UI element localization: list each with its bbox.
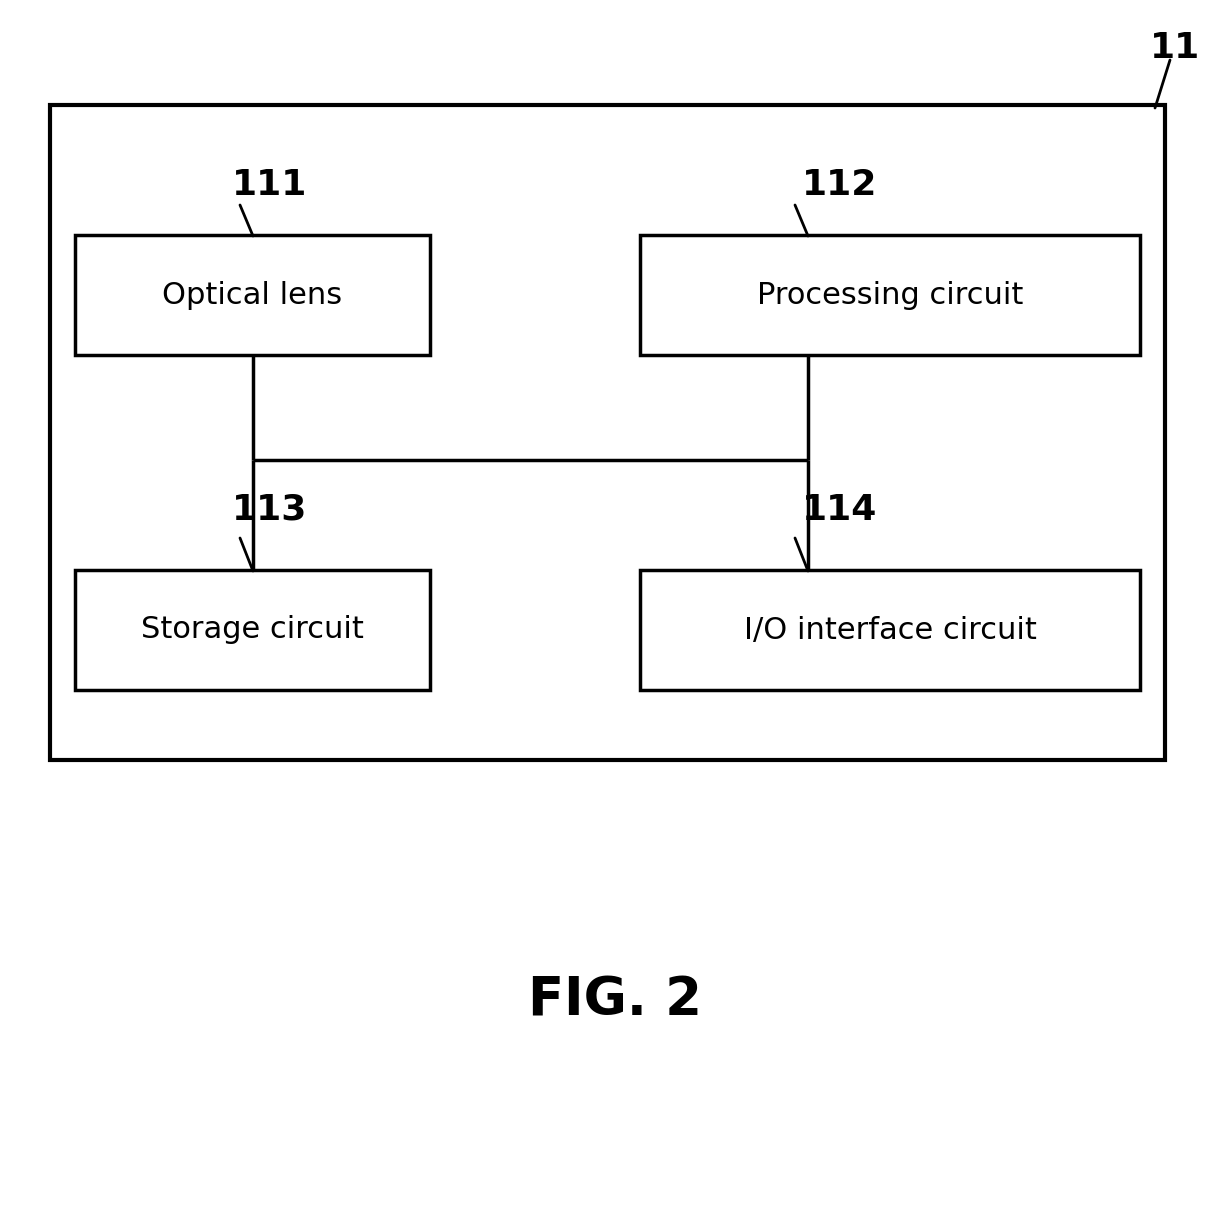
Text: Storage circuit: Storage circuit [142, 615, 364, 645]
Bar [640, 235, 1140, 355]
Text: FIG. 2: FIG. 2 [528, 974, 702, 1026]
Text: Optical lens: Optical lens [162, 280, 342, 310]
Text: 11: 11 [1150, 31, 1200, 65]
Text: 111: 111 [233, 169, 308, 202]
Bar [75, 569, 430, 690]
Text: 114: 114 [803, 493, 878, 526]
Text: Processing circuit: Processing circuit [757, 280, 1023, 310]
Bar [75, 235, 430, 355]
Bar [50, 105, 1165, 760]
Bar [640, 569, 1140, 690]
Text: 112: 112 [803, 169, 878, 202]
Text: 113: 113 [233, 493, 308, 526]
Text: I/O interface circuit: I/O interface circuit [744, 615, 1037, 645]
